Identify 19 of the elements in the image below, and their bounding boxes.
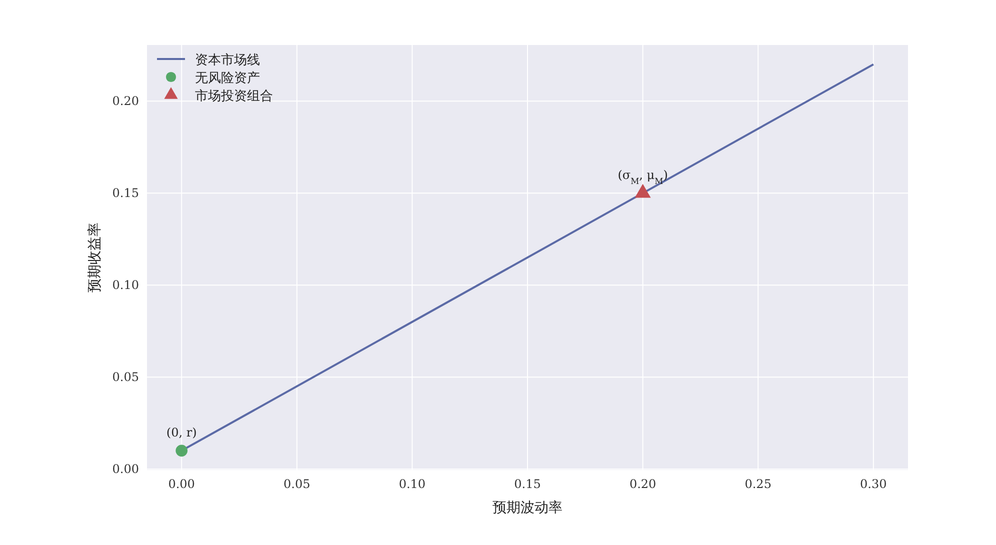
- x-tick-label: 0.00: [168, 477, 195, 491]
- y-tick-label: 0.00: [112, 462, 139, 476]
- x-tick-label: 0.25: [744, 477, 772, 491]
- annotation: (0, r): [166, 426, 197, 440]
- x-tick-label: 0.05: [284, 477, 310, 491]
- legend-label: 资本市场线: [195, 53, 260, 68]
- y-axis-title: 预期收益率: [87, 222, 103, 292]
- x-tick-label: 0.20: [629, 477, 656, 491]
- x-tick-label: 0.30: [860, 477, 887, 491]
- x-tick-label: 0.10: [398, 477, 426, 491]
- y-tick-label: 0.20: [112, 94, 139, 108]
- annotation: (σ$_{M}$, μ$_{M}$): [618, 168, 668, 186]
- y-tick-label: 0.15: [112, 186, 139, 200]
- y-tick-label: 0.05: [112, 370, 139, 384]
- legend-label: 无风险资产: [195, 71, 260, 86]
- y-tick-label: 0.10: [112, 278, 139, 292]
- x-tick-label: 0.15: [514, 477, 541, 491]
- x-axis-title: 预期波动率: [492, 500, 562, 516]
- legend-label: 市场投资组合: [195, 89, 273, 104]
